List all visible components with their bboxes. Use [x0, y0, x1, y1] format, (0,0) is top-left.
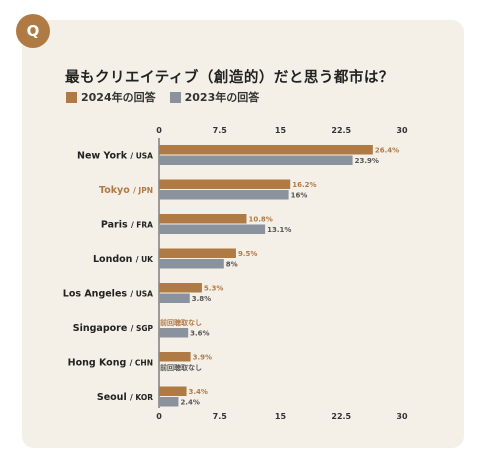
category-label-6: Hong Kong / CHN — [68, 358, 153, 369]
no-data-label-0-5: 前回聴取なし — [160, 318, 202, 327]
x-tick-bottom-2: 15 — [275, 412, 287, 421]
category-name-7: Seoul — [97, 392, 130, 403]
bar-1-7 — [159, 397, 179, 407]
value-label-1-2: 13.1% — [267, 226, 291, 234]
legend-item-2024: 2024年の回答 — [66, 89, 156, 105]
x-tick-bottom-0: 0 — [156, 412, 162, 421]
category-code-5: / SGP — [131, 324, 154, 333]
legend-swatch-2024 — [66, 91, 77, 103]
bar-1-4 — [159, 293, 190, 303]
category-name-6: Hong Kong — [68, 358, 130, 369]
bar-0-7 — [159, 386, 187, 396]
bar-0-6 — [159, 352, 191, 362]
x-tick-top-4: 30 — [396, 126, 408, 135]
x-tick-top-3: 22.5 — [331, 126, 351, 135]
value-label-0-3: 9.5% — [238, 250, 257, 258]
legend-swatch-2023 — [169, 91, 181, 103]
value-label-1-5: 3.6% — [190, 330, 209, 338]
x-tick-top-1: 7.5 — [213, 126, 228, 135]
legend: 2024年の回答 2023年の回答 — [66, 89, 273, 105]
value-label-0-4: 5.3% — [204, 285, 223, 293]
value-label-0-7: 3.4% — [189, 388, 208, 396]
category-code-6: / CHN — [130, 359, 153, 368]
category-name-3: London — [93, 254, 136, 265]
category-code-1: / JPN — [133, 186, 153, 195]
category-name-0: New York — [77, 151, 130, 162]
bar-0-3 — [159, 248, 236, 258]
bar-1-1 — [159, 190, 289, 200]
category-label-2: Paris / FRA — [101, 220, 153, 231]
category-label-0: New York / USA — [77, 151, 153, 162]
x-tick-top-0: 0 — [156, 126, 162, 135]
legend-label-2024: 2024年の回答 — [81, 91, 156, 104]
category-label-7: Seoul / KOR — [97, 392, 153, 403]
bar-0-1 — [159, 179, 291, 189]
category-label-3: London / UK — [93, 254, 154, 265]
bar-1-3 — [159, 259, 224, 269]
category-name-2: Paris — [101, 220, 131, 231]
bar-0-4 — [159, 283, 202, 293]
value-label-0-2: 10.8% — [248, 216, 272, 224]
bar-0-2 — [159, 214, 247, 224]
category-code-7: / KOR — [130, 393, 153, 402]
bar-1-2 — [159, 224, 266, 234]
value-label-1-0: 23.9% — [355, 157, 379, 165]
value-label-0-0: 26.4% — [375, 147, 399, 155]
no-data-label-1-6: 前回聴取なし — [160, 363, 202, 372]
bar-1-0 — [159, 155, 353, 165]
bar-0-0 — [159, 145, 373, 155]
x-tick-bottom-3: 22.5 — [331, 412, 351, 421]
category-name-1: Tokyo — [99, 185, 133, 196]
value-label-0-6: 3.9% — [193, 354, 212, 362]
legend-label-2023: 2023年の回答 — [184, 91, 260, 104]
x-tick-top-2: 15 — [275, 126, 287, 135]
category-code-4: / USA — [130, 290, 153, 299]
category-label-4: Los Angeles / USA — [63, 289, 153, 300]
legend-item-2023: 2023年の回答 — [169, 89, 260, 105]
category-label-5: Singapore / SGP — [73, 323, 154, 334]
category-code-2: / FRA — [131, 221, 153, 230]
value-label-1-7: 2.4% — [180, 399, 199, 407]
category-code-3: / UK — [136, 255, 154, 264]
value-label-1-4: 3.8% — [192, 295, 211, 303]
question-badge: Q — [16, 14, 50, 48]
category-name-5: Singapore — [73, 323, 131, 334]
category-name-4: Los Angeles — [63, 289, 131, 300]
category-label-1: Tokyo / JPN — [99, 185, 153, 196]
value-label-0-1: 16.2% — [292, 181, 316, 189]
bar-1-5 — [159, 328, 189, 338]
chart-title: 最もクリエイティブ（創造的）だと思う都市は？ — [65, 70, 394, 86]
category-code-0: / USA — [130, 152, 153, 161]
value-label-1-1: 16% — [291, 192, 308, 200]
value-label-1-3: 8% — [226, 261, 238, 269]
x-tick-bottom-1: 7.5 — [213, 412, 228, 421]
x-tick-bottom-4: 30 — [396, 412, 408, 421]
